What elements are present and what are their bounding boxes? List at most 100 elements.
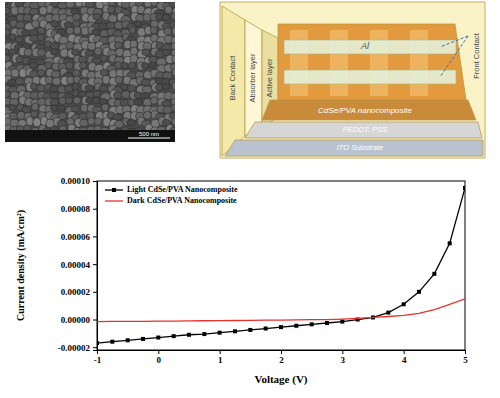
x-tick-mark	[404, 350, 405, 354]
sem-grain	[10, 119, 19, 127]
plot-frame	[97, 181, 465, 350]
sem-grain	[148, 62, 155, 68]
x-axis-title: Voltage (V)	[254, 373, 307, 386]
sem-info-bar	[5, 130, 175, 142]
sem-grain	[106, 22, 115, 29]
series-marker	[156, 336, 160, 340]
sem-grain	[130, 47, 137, 55]
sem-grain	[142, 49, 150, 56]
nanocomposite-layer	[262, 100, 476, 120]
sem-grain	[127, 120, 135, 126]
sem-grain	[38, 2, 46, 7]
sem-grain	[94, 118, 101, 125]
front-contact-pointer	[440, 36, 468, 77]
y-axis-title: Current density (mA/cm²)	[15, 210, 27, 321]
y-tick-mark	[93, 181, 97, 182]
schematic-frame	[220, 2, 485, 158]
sem-grain	[51, 71, 60, 78]
sem-grain	[79, 62, 86, 69]
sem-grain	[100, 127, 109, 130]
x-tick-mark	[158, 350, 159, 354]
sem-grain	[15, 36, 24, 42]
series-marker	[294, 324, 298, 328]
sem-grain	[81, 104, 89, 112]
sem-grain	[5, 55, 10, 62]
sem-grain	[29, 29, 38, 35]
x-tick-label: 5	[463, 355, 468, 365]
sem-grain	[26, 117, 33, 126]
sem-grain	[5, 91, 10, 98]
x-tick: 5	[463, 350, 468, 365]
series-marker	[141, 337, 145, 341]
sem-grain	[59, 125, 67, 130]
sem-grain	[162, 84, 169, 90]
sem-grain	[37, 69, 45, 76]
sem-grain	[141, 79, 150, 86]
sem-grain	[45, 62, 52, 69]
sem-grain	[72, 49, 80, 55]
series-marker	[417, 290, 421, 294]
al-electrode	[284, 70, 456, 84]
sem-grain	[65, 97, 72, 104]
sem-grain	[66, 42, 74, 49]
front-contact-label: Front Contact	[472, 32, 481, 78]
absorber-layer	[245, 20, 262, 136]
sem-grain	[122, 91, 130, 98]
al-label: Al	[360, 41, 370, 51]
sem-grain	[171, 42, 175, 50]
sem-grain	[66, 62, 73, 69]
x-tick: -1	[94, 350, 102, 365]
series-marker	[325, 321, 329, 325]
series-line	[97, 188, 465, 343]
y-tick: 0.00004	[61, 259, 97, 269]
sem-grain	[88, 117, 95, 125]
legend-label: Light CdSe/PVA Nanocomposite	[127, 185, 238, 194]
x-tick-mark	[342, 350, 343, 354]
sem-grain	[16, 125, 24, 130]
pedot-label: PEDOT: PSS	[343, 125, 387, 134]
y-tick: 0.00000	[61, 315, 97, 325]
sem-grain	[50, 126, 58, 130]
sem-grain	[156, 13, 163, 19]
sem-grain	[102, 76, 110, 84]
y-tick-label: 0.00008	[61, 204, 91, 214]
sem-grain	[9, 105, 17, 111]
sem-grain	[9, 113, 18, 120]
sem-grain	[170, 127, 175, 130]
y-tick: 0.00006	[61, 232, 97, 242]
sem-grain	[72, 70, 80, 77]
y-tick-mark	[93, 209, 97, 210]
y-tick: 0.00010	[61, 176, 97, 186]
series-marker	[279, 325, 283, 329]
sem-grains	[5, 2, 175, 130]
side-label: Back Contact	[228, 55, 237, 101]
axis-line	[93, 182, 98, 351]
sem-grain	[58, 2, 68, 9]
sem-grain	[114, 42, 122, 49]
y-tick-label: 0.00010	[61, 176, 91, 186]
sem-grain	[71, 106, 79, 112]
ito-layer	[225, 140, 483, 156]
sem-grain	[32, 103, 39, 111]
sem-grain	[172, 82, 175, 90]
side-label: Absorber layer	[248, 53, 257, 102]
sem-grain	[101, 104, 108, 112]
x-tick-mark	[465, 350, 466, 354]
sem-grain	[162, 14, 170, 20]
x-tick: 3	[341, 350, 346, 365]
sem-grain	[100, 69, 108, 76]
sem-grain	[23, 14, 31, 21]
sem-grain	[165, 6, 173, 14]
sem-grain	[164, 28, 172, 35]
sem-scale-bar	[128, 138, 170, 139]
x-tick-label: 1	[218, 355, 223, 365]
sem-grain	[99, 86, 108, 92]
sem-grain	[141, 93, 150, 99]
sem-grain	[134, 99, 142, 105]
x-tick-label: 0	[157, 355, 162, 365]
series-marker	[97, 341, 99, 345]
ito-label: ITO Substrate	[337, 143, 384, 152]
series-marker	[448, 241, 452, 245]
sem-grain	[112, 129, 122, 130]
series-marker	[463, 186, 465, 190]
